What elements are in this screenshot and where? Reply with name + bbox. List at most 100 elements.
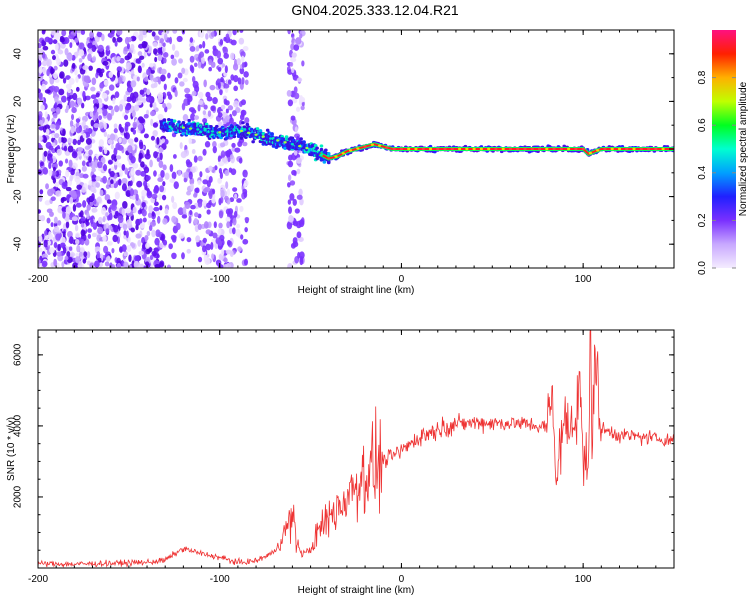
noise-blob — [217, 238, 222, 246]
noise-blob — [109, 133, 116, 141]
noise-blob — [103, 131, 108, 138]
noise-blob — [124, 132, 130, 140]
noise-blob — [208, 165, 213, 172]
noise-blob — [231, 110, 237, 117]
noise-blob — [163, 83, 167, 91]
noise-blob — [189, 209, 193, 216]
noise-blob — [296, 77, 303, 83]
noise-blob — [229, 154, 234, 160]
noise-blob — [53, 258, 57, 267]
noise-blob — [117, 215, 124, 224]
noise-blob — [75, 127, 82, 134]
noise-blob — [143, 166, 150, 174]
noise-blob — [160, 170, 165, 178]
noise-blob — [53, 85, 60, 93]
noise-blob — [218, 167, 223, 174]
noise-blob — [199, 171, 203, 178]
noise-blob — [49, 124, 56, 129]
noise-blob — [96, 67, 102, 74]
noise-blob — [159, 152, 163, 161]
noise-blob — [91, 77, 97, 86]
noise-blob — [114, 40, 118, 47]
noise-blob — [124, 105, 131, 111]
noise-blob — [75, 76, 79, 83]
noise-blob — [197, 104, 201, 112]
noise-blob — [287, 263, 293, 268]
noise-blob — [173, 181, 179, 190]
noise-blob — [91, 232, 97, 238]
noise-blob — [57, 205, 63, 214]
noise-blob — [210, 241, 214, 250]
noise-blob — [38, 209, 42, 214]
noise-blob — [197, 61, 202, 69]
noise-blob — [68, 34, 75, 40]
noise-blob — [220, 104, 226, 110]
noise-blob — [38, 66, 43, 74]
noise-blob — [177, 169, 182, 177]
noise-blob — [240, 99, 247, 106]
noise-blob — [217, 112, 223, 118]
noise-blob — [184, 87, 191, 94]
ridge-blob — [292, 138, 296, 143]
noise-blob — [223, 52, 229, 59]
noise-blob — [153, 81, 158, 88]
noise-blob — [208, 66, 212, 72]
noise-blob — [139, 141, 144, 150]
noise-blob — [159, 185, 165, 193]
noise-blob — [169, 178, 176, 183]
noise-blob — [80, 229, 86, 237]
noise-blob — [221, 156, 228, 163]
ridge-blob — [215, 124, 219, 129]
colorbar-tick-label: 0.6 — [697, 118, 708, 132]
noise-blob — [136, 180, 143, 188]
noise-blob — [132, 162, 139, 169]
noise-blob — [65, 75, 71, 80]
noise-blob — [156, 136, 160, 145]
noise-blob — [97, 226, 104, 235]
noise-blob — [137, 51, 143, 57]
noise-blob — [63, 36, 70, 44]
noise-blob — [123, 94, 128, 102]
noise-blob — [154, 264, 161, 268]
noise-blob — [204, 49, 210, 54]
noise-blob — [131, 110, 136, 118]
noise-blob — [42, 60, 48, 67]
noise-blob — [40, 161, 44, 167]
noise-blob — [169, 164, 174, 172]
noise-blob — [78, 251, 83, 257]
ridge-blob — [245, 122, 250, 127]
hot-spot — [625, 147, 629, 151]
hot-spot — [457, 147, 462, 151]
noise-blob — [293, 86, 298, 94]
noise-blob — [127, 145, 133, 153]
noise-blob — [81, 160, 86, 167]
noise-blob — [38, 259, 41, 264]
hot-spot — [574, 147, 578, 151]
noise-blob — [85, 137, 92, 145]
noise-blob — [181, 214, 188, 219]
hot-spot — [189, 127, 193, 130]
noise-blob — [67, 88, 72, 94]
ridge-blob — [177, 120, 181, 124]
noise-blob — [234, 147, 241, 153]
noise-blob — [56, 148, 62, 156]
noise-blob — [144, 235, 149, 241]
noise-blob — [164, 208, 169, 215]
spectrogram-xtick-label: -200 — [28, 274, 48, 285]
hot-spot — [617, 147, 622, 151]
noise-blob — [223, 36, 227, 42]
noise-blob — [189, 37, 194, 43]
noise-blob — [190, 113, 196, 121]
hot-spot — [196, 128, 200, 131]
noise-blob — [220, 189, 225, 198]
noise-blob — [74, 175, 81, 183]
noise-blob — [208, 176, 213, 183]
ridge-blob — [322, 160, 327, 164]
noise-blob — [135, 193, 139, 201]
noise-blob — [193, 115, 200, 120]
noise-blob — [218, 210, 224, 219]
noise-blob — [102, 235, 107, 242]
noise-blob — [202, 237, 207, 243]
noise-blob — [54, 96, 59, 103]
noise-blob — [71, 216, 78, 222]
